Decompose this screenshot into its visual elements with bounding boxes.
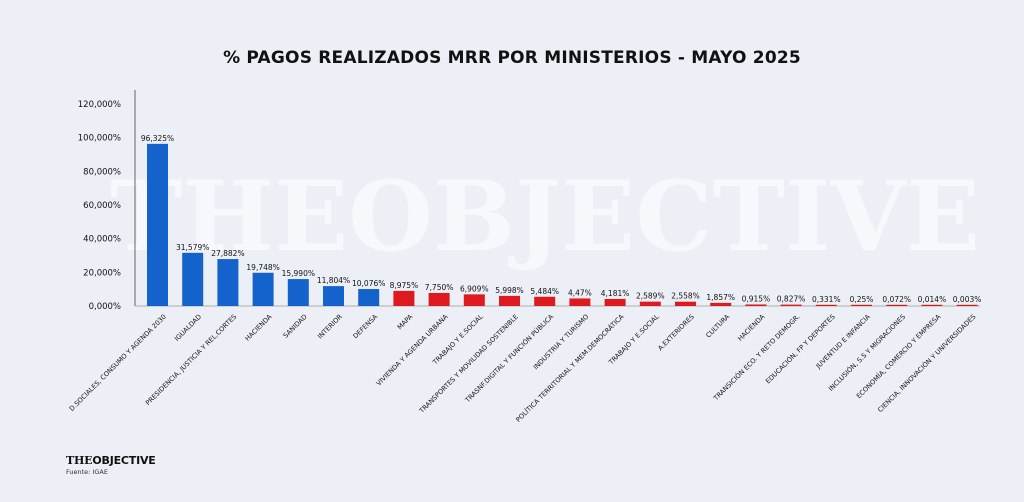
value-label: 0,014% xyxy=(918,295,947,304)
value-label: 8,975% xyxy=(390,281,419,290)
brand-logo-part2: OBJECTIVE xyxy=(92,454,156,467)
value-label: 4,47% xyxy=(568,288,592,297)
category-label: IGUALDAD xyxy=(173,313,203,343)
bar xyxy=(921,304,943,306)
bar xyxy=(463,294,485,306)
y-tick-label: 20,000% xyxy=(83,268,121,278)
category-label: DEFENSA xyxy=(352,312,380,340)
value-label: 0,827% xyxy=(777,295,806,304)
category-label: INCLUSIÓN, S.S Y MIGRACIONES xyxy=(826,312,907,393)
category-label: VIVIENDA Y AGENDA URBANA xyxy=(375,312,450,387)
value-label: 7,750% xyxy=(425,283,454,292)
category-label: INTERIOR xyxy=(316,312,344,340)
bar xyxy=(147,143,168,306)
bars xyxy=(147,143,978,306)
value-label: 6,909% xyxy=(460,284,489,293)
category-label: EDUCACIÓN, FP Y DEPORTES xyxy=(763,312,836,385)
category-label: SANIDAD xyxy=(282,313,309,340)
bar xyxy=(780,304,802,306)
value-label: 10,076% xyxy=(352,279,385,288)
category-label: HACIENDA xyxy=(736,312,766,342)
value-label: 5,484% xyxy=(530,287,559,296)
value-label: 0,915% xyxy=(742,294,771,303)
y-tick-label: 80,000% xyxy=(83,167,121,177)
bar xyxy=(287,279,309,306)
y-axis: 0,000% 20,000% 40,000% 60,000% 80,000% 100,00… xyxy=(78,90,980,312)
bar xyxy=(217,259,239,306)
value-label: 19,748% xyxy=(246,263,279,272)
value-label: 0,003% xyxy=(953,295,982,304)
value-label: 11,804% xyxy=(317,276,350,285)
bar xyxy=(358,289,380,306)
chart-title: % PAGOS REALIZADOS MRR POR MINISTERIOS -… xyxy=(223,48,801,68)
value-label: 31,579% xyxy=(176,243,209,252)
bar xyxy=(710,302,732,306)
bar xyxy=(428,292,450,306)
bar xyxy=(886,304,908,306)
value-labels: 96,325% 31,579%27,882%19,748%15,990%11,80… xyxy=(141,134,982,304)
value-label: 1,857% xyxy=(706,293,735,302)
bar xyxy=(252,272,274,306)
y-tick-label: 60,000% xyxy=(83,201,121,211)
bar xyxy=(534,296,556,306)
category-label: HACIENDA xyxy=(243,312,273,342)
category-label: MAPA xyxy=(396,312,415,331)
bar xyxy=(393,290,415,306)
bar xyxy=(745,304,767,306)
value-label: 2,558% xyxy=(671,292,700,301)
bar xyxy=(815,304,837,306)
value-label: 4,181% xyxy=(601,289,630,298)
bar xyxy=(675,301,696,306)
category-label: CULTURA xyxy=(704,312,731,339)
y-tick-label: 120,000% xyxy=(78,100,121,110)
value-label: 0,072% xyxy=(882,295,911,304)
brand-logo: THEOBJECTIVE xyxy=(66,454,156,467)
y-tick-label: 100,000% xyxy=(78,134,121,144)
value-label: 27,882% xyxy=(211,249,244,258)
bar xyxy=(639,301,661,306)
bar xyxy=(569,298,591,306)
watermark: THEOBJECTIVE xyxy=(110,160,980,273)
category-label: A.EXTERIORES xyxy=(656,313,696,353)
bar xyxy=(956,304,978,306)
value-label: 96,325% xyxy=(141,134,174,143)
y-tick-label: 0,000% xyxy=(89,302,121,312)
bar xyxy=(323,286,344,306)
value-label: 5,998% xyxy=(495,286,524,295)
value-label: 0,25% xyxy=(850,295,874,304)
bar xyxy=(182,252,204,306)
value-label: 2,589% xyxy=(636,292,665,301)
bar xyxy=(851,304,872,306)
value-label: 0,331% xyxy=(812,295,841,304)
x-axis-labels: D.SOCIALES, CONSUMO Y AGENDA 2030 IGUALDA… xyxy=(68,312,978,424)
value-label: 15,990% xyxy=(282,269,315,278)
y-tick-label: 40,000% xyxy=(83,235,121,245)
bar xyxy=(604,298,626,306)
bar xyxy=(499,295,520,306)
source-note: Fuente: IGAE xyxy=(66,468,108,476)
brand-logo-part1: THE xyxy=(66,454,93,467)
